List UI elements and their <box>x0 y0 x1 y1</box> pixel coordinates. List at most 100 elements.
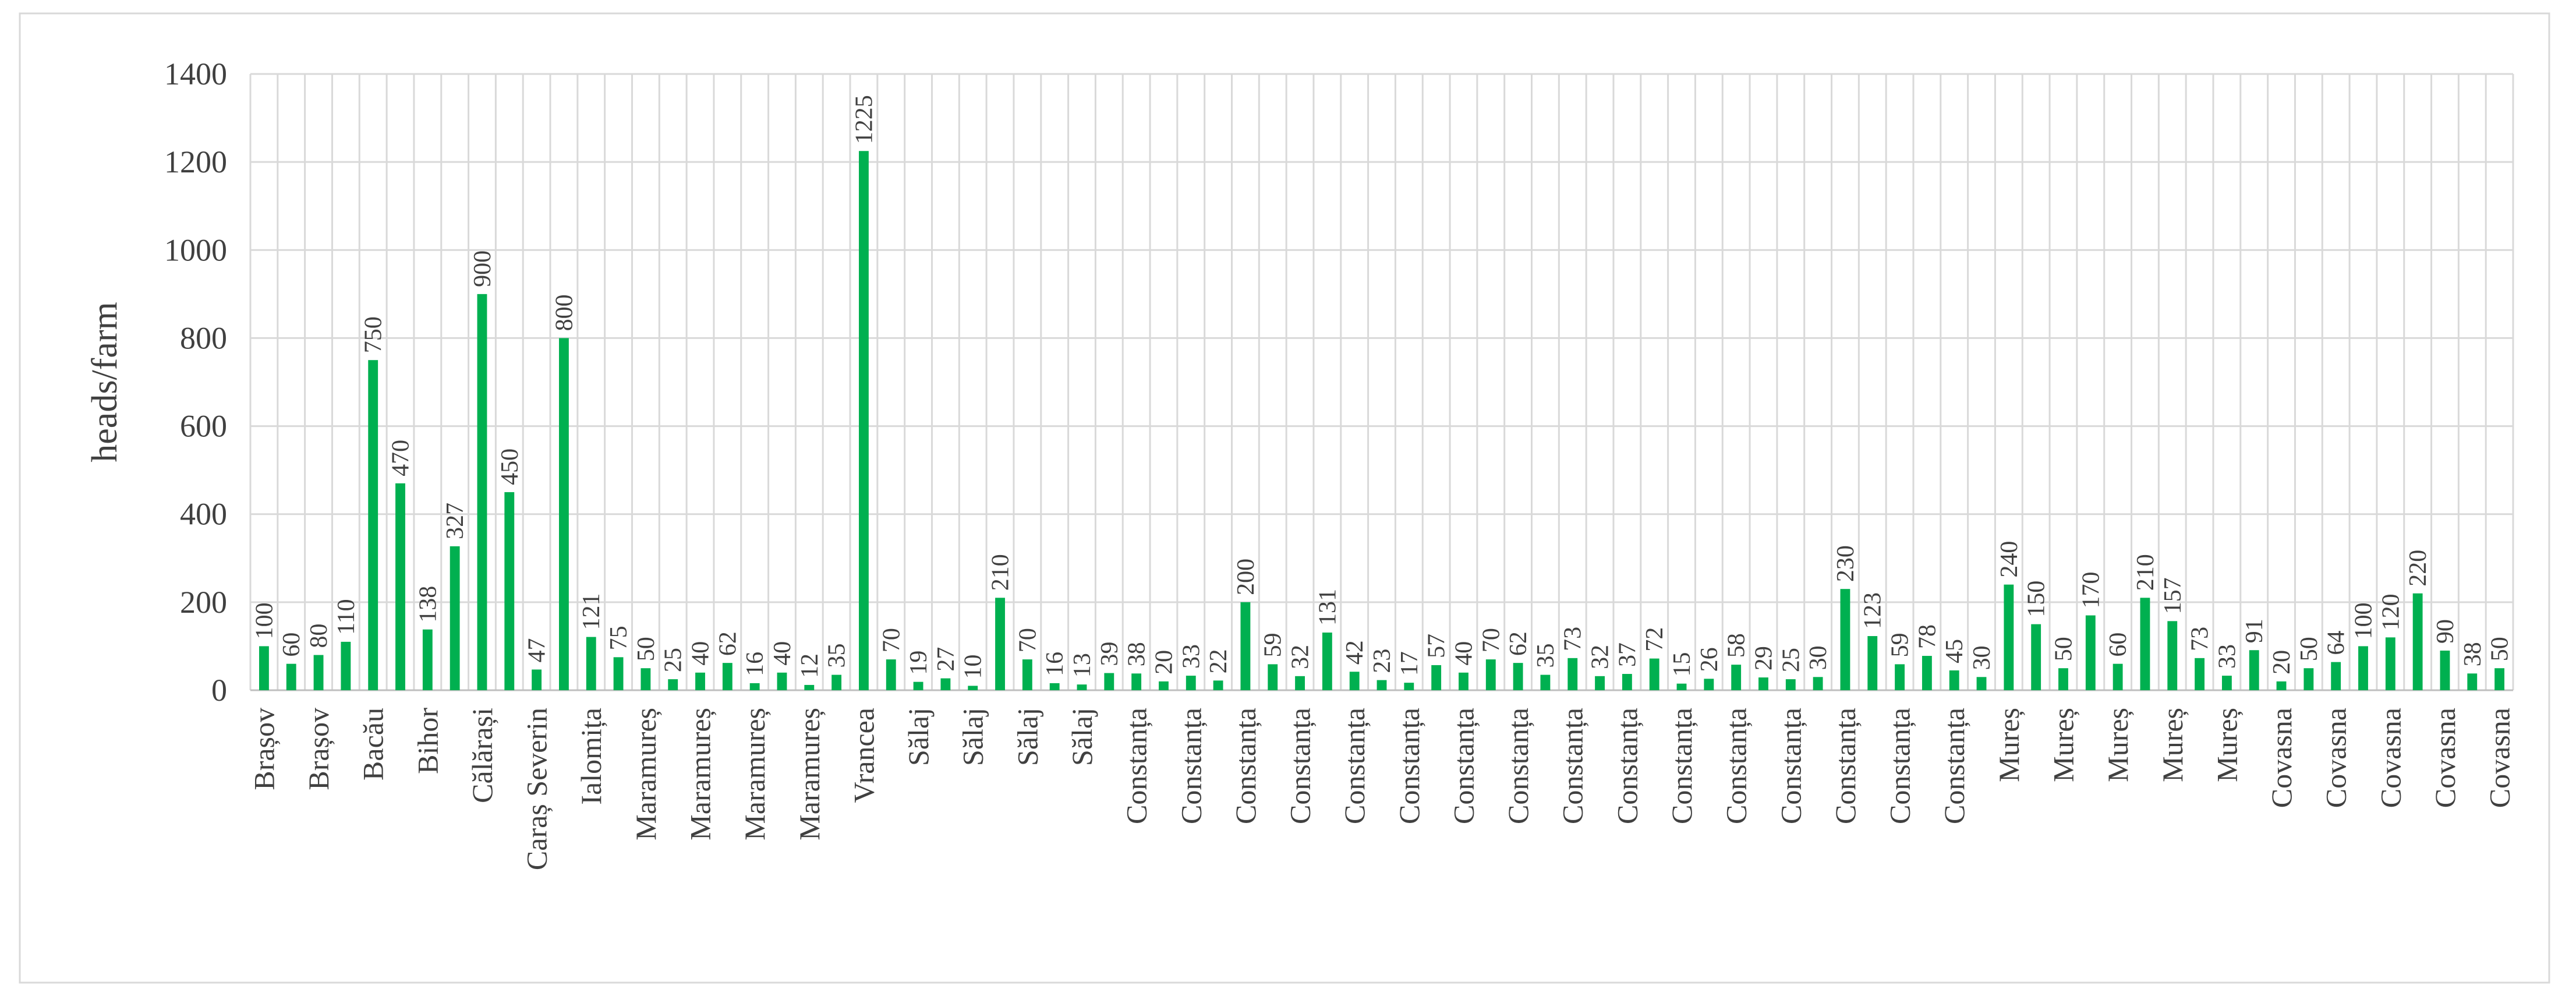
bar <box>2303 668 2314 690</box>
x-tick-label: Bihor <box>411 708 444 774</box>
bar <box>777 672 787 690</box>
data-label: 120 <box>2377 594 2404 630</box>
data-label: 10 <box>960 654 987 679</box>
x-tick-label: Maramureș <box>793 708 826 840</box>
bar <box>2195 658 2205 690</box>
bar <box>668 679 678 690</box>
y-tick-label: 0 <box>211 673 227 708</box>
bar <box>1104 673 1114 690</box>
x-tick-label: Brașov <box>302 708 335 790</box>
bar <box>1976 677 1987 690</box>
bar <box>286 663 296 690</box>
bar <box>1213 680 1223 690</box>
x-tick-label: Sălaj <box>1011 708 1043 766</box>
data-label: 25 <box>1778 648 1804 672</box>
data-label: 33 <box>2214 644 2241 669</box>
x-tick-label: Ialomița <box>575 708 607 805</box>
data-label: 33 <box>1178 644 1205 669</box>
bar <box>1268 664 1278 690</box>
data-label: 40 <box>688 641 714 666</box>
data-label: 42 <box>1342 640 1368 665</box>
data-label: 15 <box>1669 652 1696 677</box>
bar <box>1349 672 1360 690</box>
data-label: 70 <box>1014 628 1041 652</box>
bar <box>722 663 733 690</box>
bar <box>532 669 542 690</box>
x-tick-label: Covasna <box>2483 708 2516 808</box>
bar <box>1513 663 1523 690</box>
data-label: 62 <box>1505 631 1532 656</box>
x-tick-label: Mureș <box>2101 708 2134 782</box>
bar <box>1922 656 1932 690</box>
data-label: 138 <box>415 586 441 623</box>
data-label: 121 <box>578 594 605 630</box>
bar <box>1022 659 1032 690</box>
data-label: 29 <box>1750 646 1777 670</box>
bar <box>1131 673 1142 690</box>
bar <box>1813 677 1823 690</box>
data-label: 30 <box>1969 645 1995 670</box>
data-label: 100 <box>251 602 278 639</box>
data-label: 22 <box>1205 649 1232 673</box>
data-label: 12 <box>797 654 823 678</box>
x-tick-label: Maramureș <box>738 708 771 840</box>
bar <box>886 659 896 690</box>
x-tick-label: Mureș <box>2047 708 2079 782</box>
bar <box>995 598 1005 690</box>
data-label: 100 <box>2350 602 2377 639</box>
data-label: 1225 <box>851 95 877 144</box>
x-tick-label: Brașov <box>247 708 280 790</box>
bar <box>749 683 760 690</box>
x-tick-label: Sălaj <box>902 708 935 766</box>
bar <box>2004 584 2014 690</box>
data-label: 91 <box>2241 619 2268 643</box>
bar <box>1240 602 1251 690</box>
x-tick-label: Covasna <box>2429 708 2461 808</box>
x-tick-label: Constanța <box>1665 708 1698 824</box>
bar <box>1459 672 1469 690</box>
data-label: 50 <box>2487 637 2514 661</box>
bar <box>1049 683 1060 690</box>
x-tick-label: Sălaj <box>957 708 989 766</box>
data-label: 750 <box>360 316 387 353</box>
bar <box>450 546 460 690</box>
data-label: 32 <box>1587 645 1614 669</box>
bar <box>1949 670 1959 690</box>
data-label: 58 <box>1724 633 1750 658</box>
data-label: 25 <box>660 648 687 672</box>
data-label: 123 <box>1860 592 1887 629</box>
data-label: 27 <box>933 647 960 672</box>
bar <box>913 681 923 690</box>
y-tick-label: 1000 <box>164 232 227 267</box>
data-label: 327 <box>442 503 469 539</box>
bar <box>831 674 842 690</box>
data-label: 230 <box>1832 545 1859 582</box>
data-label: 60 <box>2105 633 2132 657</box>
bar <box>2167 621 2178 690</box>
bar <box>477 294 487 690</box>
bar <box>2358 646 2368 690</box>
y-axis-title: heads/farm <box>85 302 125 462</box>
bar <box>1540 674 1551 690</box>
data-label: 90 <box>2432 619 2459 644</box>
bar <box>1295 676 1305 690</box>
bar <box>341 641 351 690</box>
data-label: 57 <box>1424 634 1450 658</box>
data-label: 200 <box>1233 559 1259 595</box>
data-label: 47 <box>524 638 551 662</box>
x-tick-label: Mureș <box>1993 708 2025 782</box>
x-tick-label: Constanța <box>1938 708 1970 824</box>
data-label: 50 <box>633 637 660 661</box>
bar <box>2113 663 2123 690</box>
bar <box>2221 676 2232 690</box>
bar <box>2440 650 2450 690</box>
x-tick-label: Constanța <box>1447 708 1480 824</box>
data-label: 78 <box>1914 624 1941 649</box>
bar <box>1676 683 1687 690</box>
data-label: 73 <box>1560 627 1587 651</box>
bar <box>313 655 324 690</box>
x-tick-label: Constanța <box>1393 708 1425 824</box>
data-label: 80 <box>306 624 332 648</box>
bar <box>695 672 705 690</box>
